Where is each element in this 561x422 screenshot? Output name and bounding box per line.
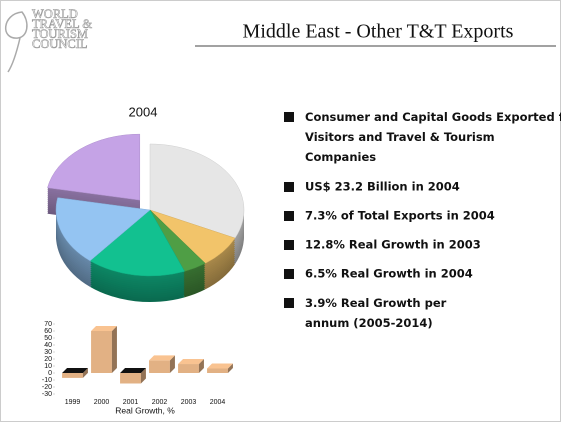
y-tick-label: 20 (44, 356, 52, 363)
bar (178, 364, 199, 373)
bullet-text: 12.8% Real Growth in 2003 (305, 238, 481, 252)
bar (149, 360, 170, 373)
bar-top (178, 359, 204, 365)
bar-top (207, 363, 233, 369)
bullet-text: 6.5% Real Growth in 2004 (305, 267, 473, 281)
x-axis-label: Real Growth, % (115, 405, 175, 415)
bullet-square (284, 182, 294, 192)
x-tick-label: 1999 (65, 399, 81, 406)
bar-top (91, 326, 117, 331)
bar-side (111, 326, 117, 373)
y-tick-label: -10 (42, 377, 52, 384)
y-tick-label: 0 (48, 370, 52, 377)
x-tick-label: 2002 (152, 399, 168, 406)
y-tick-label: 50 (44, 335, 52, 342)
x-tick-label: 2000 (94, 399, 110, 406)
bar (207, 368, 228, 373)
bar-side (82, 368, 88, 378)
x-tick-label: 2003 (181, 399, 197, 406)
logo-line: TOURISM (32, 27, 88, 41)
pie-slice (149, 143, 245, 239)
x-tick-label: 2001 (123, 399, 139, 406)
pie-slice (47, 133, 141, 201)
bar-side (227, 363, 233, 373)
logo-line: TRAVEL & (32, 17, 92, 31)
bar (120, 373, 141, 384)
y-tick-label: 40 (44, 342, 52, 349)
y-tick-label: 10 (44, 363, 52, 370)
pie-slice (55, 197, 151, 262)
bullet-square (284, 298, 294, 308)
bullet-list: Consumer and Capital Goods Exported for V… (284, 110, 561, 330)
bar-side (140, 368, 146, 384)
bar (62, 373, 83, 378)
logo-mark (4, 11, 28, 73)
logo-line: WORLD (32, 7, 78, 21)
bar-side (169, 355, 175, 373)
y-tick-label: 70 (44, 321, 52, 328)
logo-line: COUNCIL (32, 37, 88, 51)
y-tick-label: 60 (44, 328, 52, 335)
bullet-square (284, 211, 294, 221)
bullet-text: 7.3% of Total Exports in 2004 (305, 209, 495, 223)
slide-title: Middle East - Other T&T Exports (243, 21, 514, 43)
y-tick-label: -20 (42, 384, 52, 391)
bullet-text: US$ 23.2 Billion in 2004 (305, 180, 460, 194)
y-tick-label: 30 (44, 349, 52, 356)
x-tick-label: 2004 (210, 399, 226, 406)
bar (91, 331, 112, 373)
pie-slice (89, 209, 185, 277)
bullet-square (284, 240, 294, 250)
y-tick-label: -30 (42, 391, 52, 398)
bullet-text: Consumer and Capital Goods Exported for V… (305, 110, 561, 164)
bar-side (198, 359, 204, 373)
bar-top (149, 355, 175, 361)
bullet-square (284, 269, 294, 279)
pie-title: 2004 (129, 104, 158, 119)
bullet-square (284, 112, 294, 122)
bar-top (62, 368, 88, 373)
bullet-text: 3.9% Real Growth per annum (2005-2014) (305, 296, 447, 330)
bar-top (120, 368, 146, 373)
